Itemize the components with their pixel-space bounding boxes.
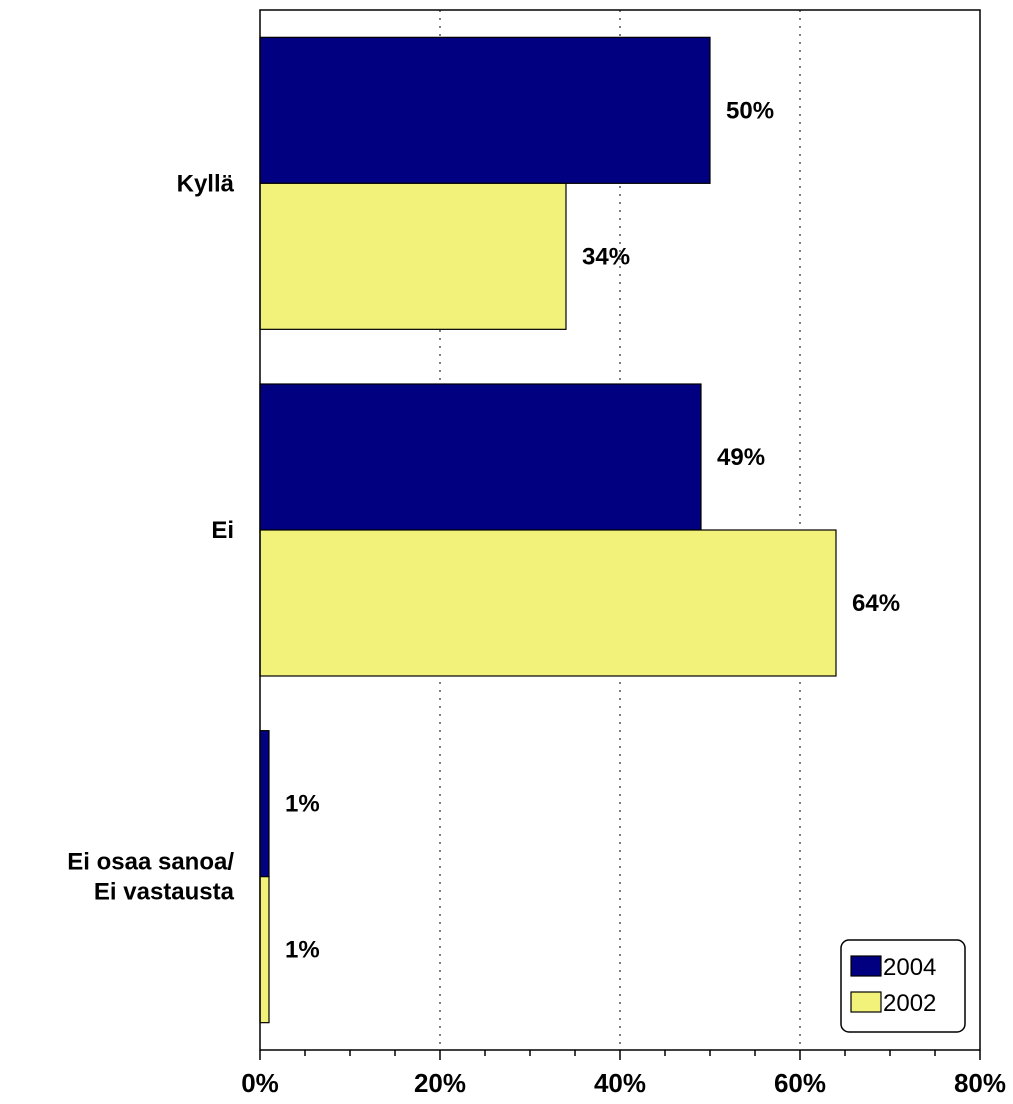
value-label: 34% bbox=[582, 243, 630, 270]
value-label: 64% bbox=[852, 590, 900, 617]
legend-label: 2002 bbox=[883, 990, 936, 1017]
category-labels: Kyllä Ei Ei osaa sanoa/Ei vastausta bbox=[67, 170, 234, 905]
x-axis: 0% 20% 40% 60% 80% bbox=[241, 1050, 1006, 1098]
bar-2002 bbox=[259, 182, 567, 330]
legend-label: 2004 bbox=[883, 954, 936, 981]
legend-swatch-2004 bbox=[850, 955, 882, 977]
x-tick-label: 20% bbox=[414, 1068, 466, 1098]
category-label: Ei bbox=[211, 517, 234, 544]
category-label: Ei vastausta bbox=[94, 879, 235, 906]
x-tick-label: 60% bbox=[774, 1068, 826, 1098]
bar-2002 bbox=[259, 529, 837, 677]
x-tick-label: 80% bbox=[954, 1068, 1006, 1098]
bar-2004 bbox=[259, 730, 270, 878]
value-label: 1% bbox=[285, 937, 320, 964]
x-tick-label: 0% bbox=[241, 1068, 279, 1098]
x-tick-label: 40% bbox=[594, 1068, 646, 1098]
bar-2004 bbox=[259, 36, 711, 184]
bar-2002 bbox=[259, 876, 270, 1024]
value-labels: 50% 34% 49% 64% 1% 1% bbox=[285, 97, 900, 963]
category-label: Kyllä bbox=[177, 170, 235, 197]
legend-swatch-2002 bbox=[850, 991, 882, 1013]
legend: 2004 2002 bbox=[840, 939, 966, 1033]
value-label: 50% bbox=[726, 97, 774, 124]
value-label: 1% bbox=[285, 791, 320, 818]
category-label: Ei osaa sanoa/ bbox=[67, 849, 234, 876]
bars bbox=[259, 36, 837, 1024]
bar-2004 bbox=[259, 383, 702, 531]
value-label: 49% bbox=[717, 444, 765, 471]
